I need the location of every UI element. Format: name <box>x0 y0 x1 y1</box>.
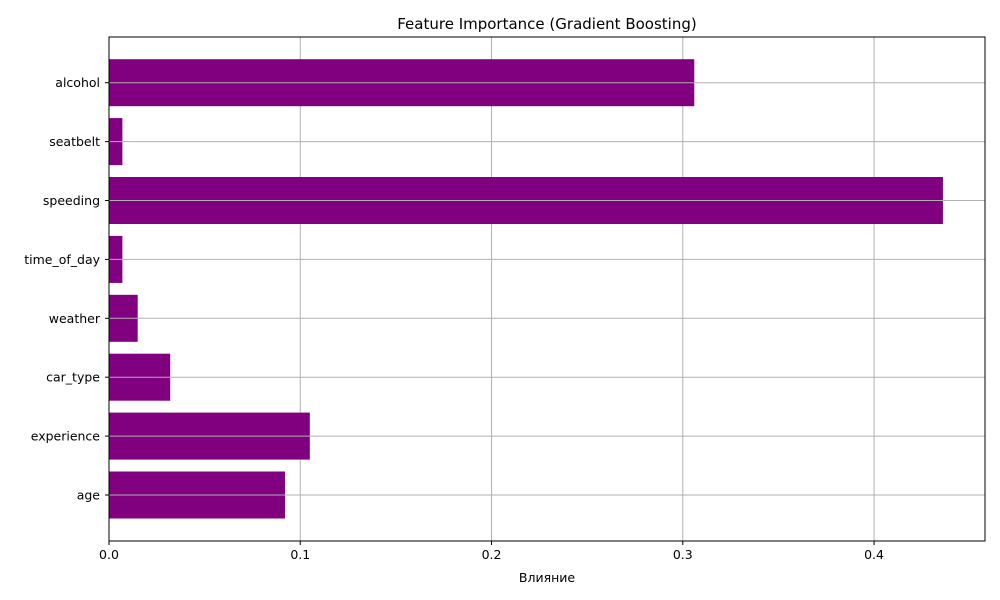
y-tick-label: time_of_day <box>24 252 100 267</box>
y-tick-label: alcohol <box>55 75 100 90</box>
x-tick-label: 0.3 <box>673 547 693 562</box>
x-tick-label: 0.1 <box>290 547 310 562</box>
y-tick-label: seatbelt <box>49 134 100 149</box>
y-tick-label: car_type <box>46 370 100 385</box>
y-tick-label: weather <box>49 311 101 326</box>
x-tick-label: 0.4 <box>864 547 884 562</box>
x-tick-label: 0.0 <box>99 547 119 562</box>
chart-title: Feature Importance (Gradient Boosting) <box>397 15 696 33</box>
grid-layer <box>108 37 875 541</box>
bar-layer <box>109 59 943 519</box>
x-tick-label: 0.2 <box>482 547 502 562</box>
y-tick-label: speeding <box>43 193 100 208</box>
x-axis-label: Влияние <box>519 570 576 585</box>
plot-frame <box>108 36 986 542</box>
y-tick-label: age <box>77 488 101 503</box>
tick-layer: 0.0 0.1 0.2 0.3 0.4 age experience car_type weat… <box>24 75 884 562</box>
hgrid-layer <box>109 82 985 496</box>
y-tick-label: experience <box>31 429 101 444</box>
